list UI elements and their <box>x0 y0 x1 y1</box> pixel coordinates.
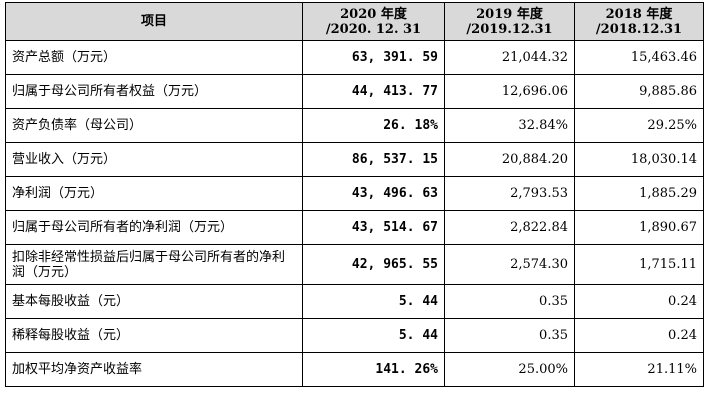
row-label: 资产负债率（母公司） <box>5 108 303 143</box>
value-2018: 29.25% <box>574 108 704 143</box>
value-2019: 0.35 <box>444 318 575 353</box>
value-2018: 21.11% <box>574 352 704 387</box>
table-row: 资产负债率（母公司） 26. 18% 32.84% 29.25% <box>5 108 704 143</box>
value-2018: 1,885.29 <box>574 176 704 211</box>
value-2018: 1,890.67 <box>574 210 704 245</box>
table-row: 加权平均净资产收益率 141. 26% 25.00% 21.11% <box>5 352 704 387</box>
row-label: 资产总额（万元） <box>5 40 303 75</box>
value-2019: 0.35 <box>444 284 575 319</box>
table-row: 归属于母公司所有者的净利润（万元） 43, 514. 67 2,822.84 1… <box>5 210 704 245</box>
value-2020: 42, 965. 55 <box>302 244 445 285</box>
financial-table: 项目 2020 年度/2020. 12. 31 2019 年度/2019.12.… <box>5 2 704 387</box>
value-2018: 1,715.11 <box>574 244 704 285</box>
header-2020: 2020 年度/2020. 12. 31 <box>302 2 445 41</box>
value-2020: 5. 44 <box>302 284 445 319</box>
row-label: 净利润（万元） <box>5 176 303 211</box>
value-2020: 26. 18% <box>302 108 445 143</box>
table-row: 基本每股收益（元） 5. 44 0.35 0.24 <box>5 284 704 319</box>
value-2020: 86, 537. 15 <box>302 142 445 177</box>
header-2018: 2018 年度/2018.12.31 <box>574 2 704 41</box>
row-label: 基本每股收益（元） <box>5 284 303 319</box>
table-row: 净利润（万元） 43, 496. 63 2,793.53 1,885.29 <box>5 176 704 211</box>
row-label: 扣除非经常性损益后归属于母公司所有者的净利润（万元） <box>5 244 303 285</box>
row-label: 归属于母公司所有者权益（万元） <box>5 74 303 109</box>
row-label: 归属于母公司所有者的净利润（万元） <box>5 210 303 245</box>
table-row: 扣除非经常性损益后归属于母公司所有者的净利润（万元） 42, 965. 55 2… <box>5 244 704 285</box>
row-label: 加权平均净资产收益率 <box>5 352 303 387</box>
value-2018: 15,463.46 <box>574 40 704 75</box>
value-2018: 9,885.86 <box>574 74 704 109</box>
table-row: 营业收入（万元） 86, 537. 15 20,884.20 18,030.14 <box>5 142 704 177</box>
header-row: 项目 2020 年度/2020. 12. 31 2019 年度/2019.12.… <box>5 2 704 41</box>
value-2019: 2,574.30 <box>444 244 575 285</box>
value-2019: 12,696.06 <box>444 74 575 109</box>
value-2020: 43, 496. 63 <box>302 176 445 211</box>
value-2019: 32.84% <box>444 108 575 143</box>
row-label: 稀释每股收益（元） <box>5 318 303 353</box>
value-2020: 5. 44 <box>302 318 445 353</box>
header-2019: 2019 年度/2019.12.31 <box>444 2 575 41</box>
header-item: 项目 <box>5 2 303 41</box>
value-2020: 44, 413. 77 <box>302 74 445 109</box>
value-2019: 25.00% <box>444 352 575 387</box>
value-2019: 2,822.84 <box>444 210 575 245</box>
value-2020: 43, 514. 67 <box>302 210 445 245</box>
table-row: 稀释每股收益（元） 5. 44 0.35 0.24 <box>5 318 704 353</box>
value-2018: 0.24 <box>574 318 704 353</box>
value-2019: 21,044.32 <box>444 40 575 75</box>
row-label: 营业收入（万元） <box>5 142 303 177</box>
table-row: 资产总额（万元） 63, 391. 59 21,044.32 15,463.46 <box>5 40 704 75</box>
value-2019: 2,793.53 <box>444 176 575 211</box>
value-2020: 141. 26% <box>302 352 445 387</box>
value-2018: 18,030.14 <box>574 142 704 177</box>
value-2018: 0.24 <box>574 284 704 319</box>
value-2020: 63, 391. 59 <box>302 40 445 75</box>
value-2019: 20,884.20 <box>444 142 575 177</box>
table-row: 归属于母公司所有者权益（万元） 44, 413. 77 12,696.06 9,… <box>5 74 704 109</box>
